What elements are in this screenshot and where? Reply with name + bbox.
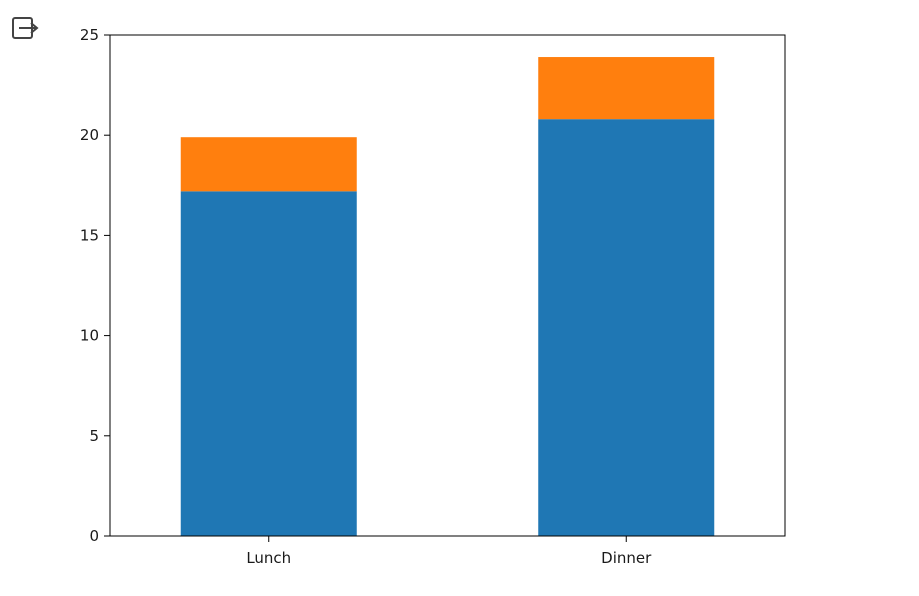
y-tick-label-20: 20 xyxy=(80,126,99,144)
y-axis-ticks: 0 5 10 15 20 25 xyxy=(80,26,110,545)
bar-dinner-segment-2 xyxy=(538,57,715,120)
plot-frame xyxy=(109,34,786,537)
bars-group xyxy=(180,57,715,536)
output-redirect-icon[interactable] xyxy=(10,14,40,44)
bar-dinner-segment-1 xyxy=(538,119,715,536)
x-axis-ticks: Lunch Dinner xyxy=(246,536,652,567)
x-tick-label-lunch: Lunch xyxy=(246,549,291,567)
y-tick-label-5: 5 xyxy=(89,427,99,445)
y-tick-label-15: 15 xyxy=(80,226,99,244)
x-tick-label-dinner: Dinner xyxy=(601,549,652,567)
bar-lunch-segment-1 xyxy=(180,191,357,536)
y-tick-label-0: 0 xyxy=(89,527,99,545)
bar-lunch-segment-2 xyxy=(180,137,357,192)
y-tick-label-10: 10 xyxy=(80,327,99,345)
y-tick-label-25: 25 xyxy=(80,26,99,44)
